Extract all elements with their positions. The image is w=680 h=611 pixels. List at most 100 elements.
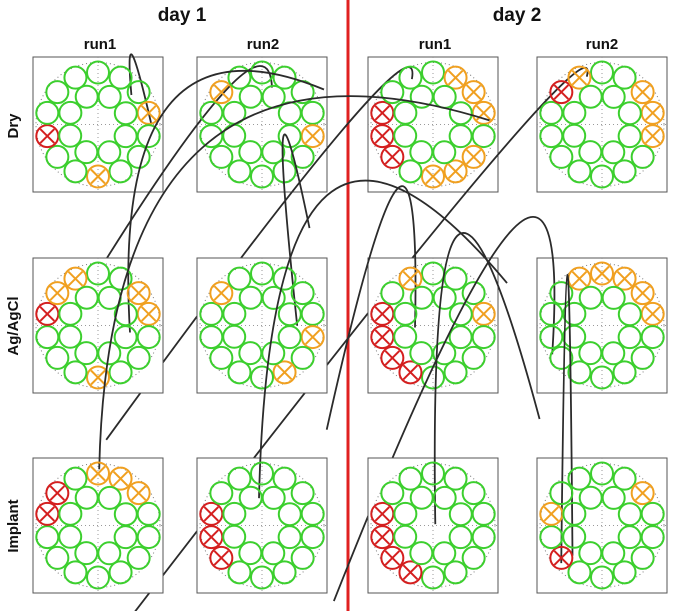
target-cross xyxy=(203,506,220,522)
target xyxy=(63,159,88,184)
target xyxy=(290,545,315,570)
target xyxy=(290,144,315,169)
trajectory xyxy=(134,66,589,611)
target xyxy=(567,466,592,491)
target xyxy=(640,325,665,350)
target xyxy=(63,266,88,291)
target xyxy=(612,65,637,90)
target xyxy=(549,80,574,105)
target xyxy=(567,360,592,385)
target xyxy=(222,301,247,326)
target xyxy=(590,164,615,189)
target xyxy=(250,261,274,286)
target xyxy=(45,80,70,105)
target xyxy=(617,124,642,149)
target xyxy=(250,60,274,85)
head-outline xyxy=(539,263,665,388)
target xyxy=(549,144,574,169)
trajectory xyxy=(102,65,273,265)
target xyxy=(590,365,615,390)
target-cross xyxy=(90,369,106,386)
target xyxy=(45,144,70,169)
target-cross xyxy=(634,485,651,501)
target xyxy=(443,65,468,90)
target xyxy=(539,100,564,125)
target xyxy=(126,345,151,370)
target-cross xyxy=(39,128,56,144)
target xyxy=(409,285,434,310)
target xyxy=(126,481,151,506)
target-cross xyxy=(402,270,419,287)
panel xyxy=(196,179,508,594)
target-cross xyxy=(39,506,56,522)
target xyxy=(421,565,446,590)
head-outline xyxy=(539,463,665,588)
target xyxy=(443,466,468,491)
panel xyxy=(536,274,668,594)
head-outline xyxy=(35,263,161,388)
target xyxy=(126,80,151,105)
target xyxy=(549,545,574,570)
target-cross xyxy=(374,506,391,522)
target xyxy=(471,325,496,350)
target xyxy=(370,501,395,526)
target xyxy=(567,65,592,90)
target-cross xyxy=(465,149,482,165)
target xyxy=(290,345,315,370)
target xyxy=(63,360,88,385)
target xyxy=(448,124,473,149)
target xyxy=(272,560,297,585)
target xyxy=(461,481,486,506)
target-cross xyxy=(49,485,66,501)
target-cross xyxy=(634,84,651,100)
target xyxy=(409,541,434,566)
target xyxy=(126,144,151,169)
target xyxy=(227,159,252,184)
target xyxy=(630,345,655,370)
target-cross xyxy=(384,350,401,366)
target xyxy=(108,159,133,184)
target xyxy=(640,525,665,550)
target-cross xyxy=(402,364,419,381)
target xyxy=(398,266,423,291)
target xyxy=(227,560,252,585)
target xyxy=(612,266,637,291)
target xyxy=(209,345,234,370)
target-cross xyxy=(374,306,391,322)
target xyxy=(86,261,110,286)
run-label: run1 xyxy=(84,36,117,53)
panel xyxy=(32,69,325,394)
target xyxy=(421,164,446,189)
target xyxy=(126,281,151,306)
target xyxy=(398,159,423,184)
target xyxy=(300,124,325,149)
target xyxy=(113,124,138,149)
target xyxy=(209,281,234,306)
target xyxy=(35,301,60,326)
target xyxy=(74,140,99,165)
target xyxy=(630,481,655,506)
target xyxy=(562,100,587,125)
target xyxy=(86,60,110,85)
target xyxy=(578,140,603,165)
target xyxy=(45,345,70,370)
target xyxy=(630,144,655,169)
target xyxy=(461,80,486,105)
target xyxy=(549,481,574,506)
head-outline xyxy=(370,62,496,187)
head-outline xyxy=(199,463,325,588)
target xyxy=(58,301,83,326)
target xyxy=(549,345,574,370)
target xyxy=(63,65,88,90)
target xyxy=(113,525,138,550)
target xyxy=(380,144,405,169)
target xyxy=(272,360,297,385)
target xyxy=(393,100,418,125)
head-outline xyxy=(370,463,496,588)
target xyxy=(612,560,637,585)
target xyxy=(590,60,614,85)
target xyxy=(290,481,315,506)
target xyxy=(617,325,642,350)
target xyxy=(578,84,603,109)
